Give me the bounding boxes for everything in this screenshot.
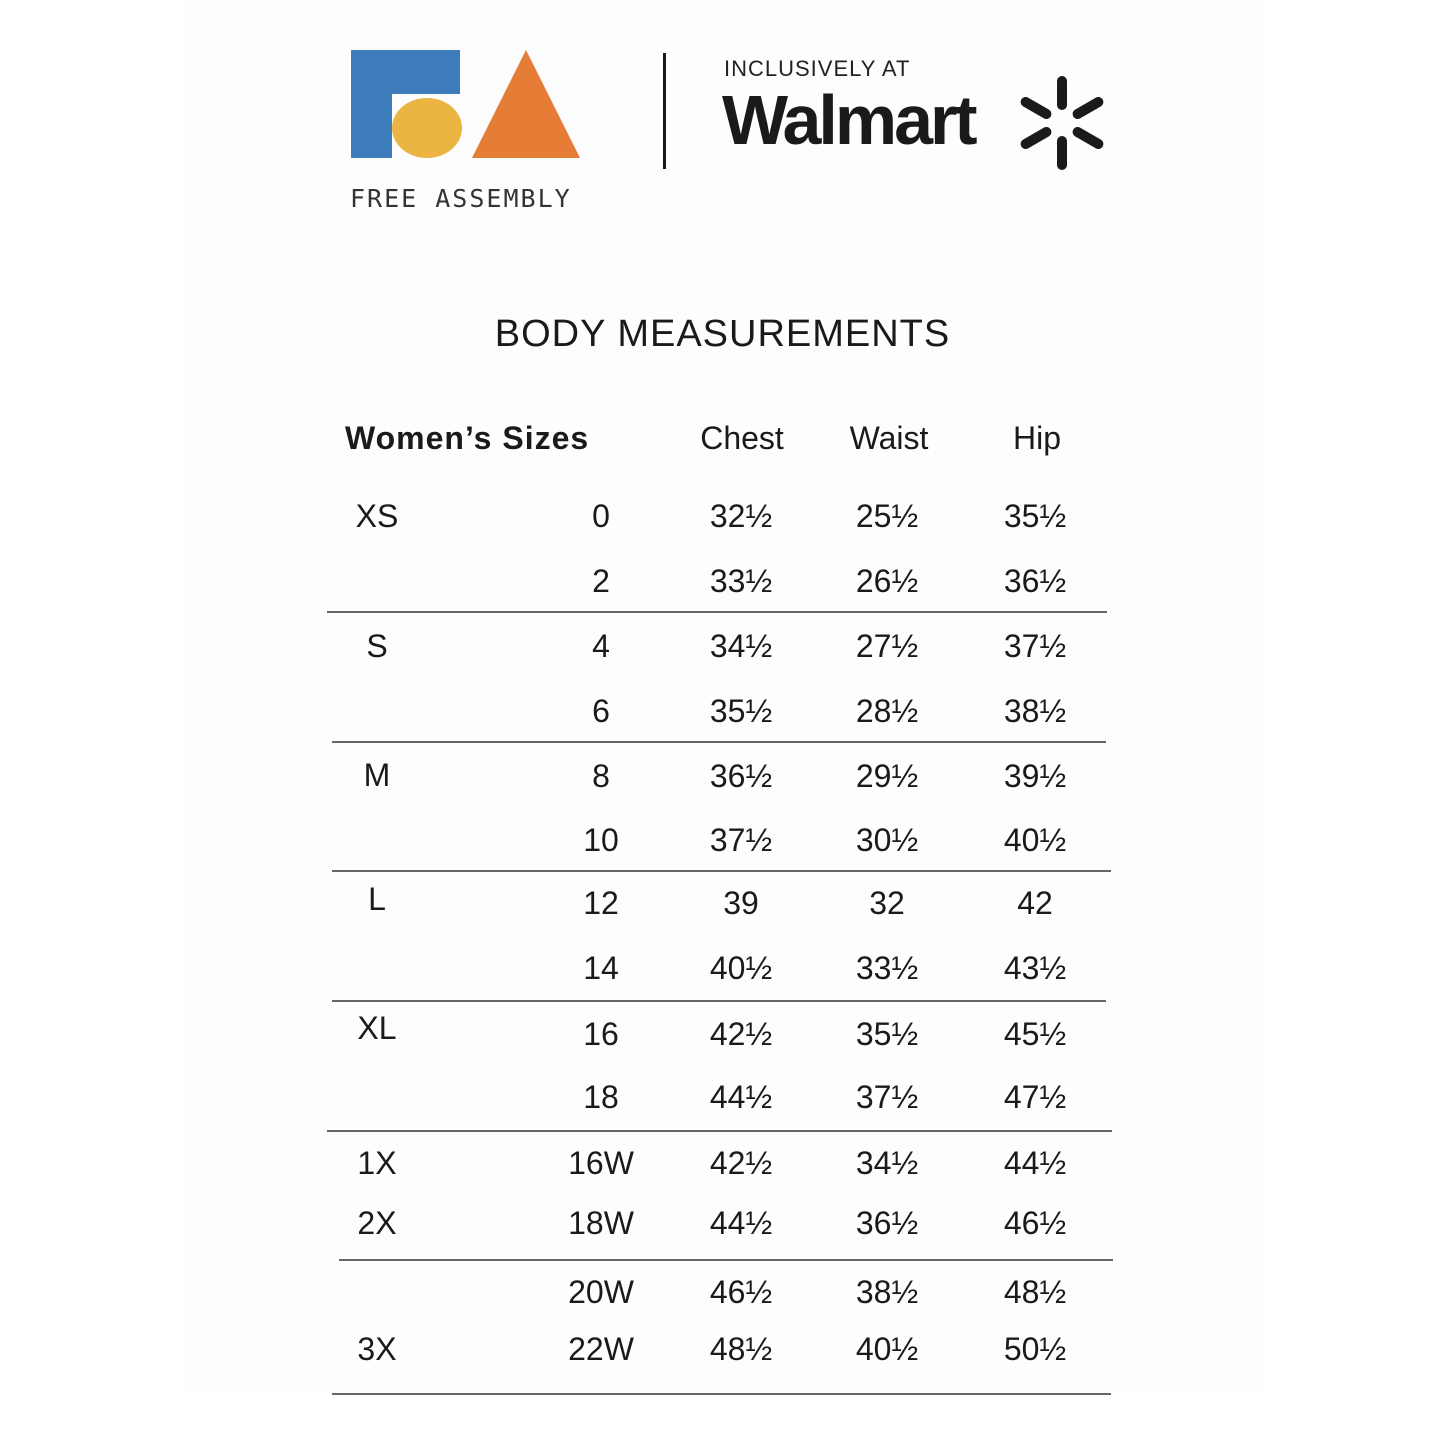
waist-value: 26½ <box>855 563 919 599</box>
size-label: M <box>363 757 391 793</box>
hip-value: 35½ <box>1003 498 1067 534</box>
waist-value: 33½ <box>855 950 919 986</box>
logo-orange-triangle <box>472 50 580 158</box>
waist-value: 28½ <box>855 693 919 729</box>
chest-value: 32½ <box>709 498 773 534</box>
header-hip: Hip <box>1012 420 1061 456</box>
size-label: XS <box>355 498 399 534</box>
size-label: L <box>368 881 386 917</box>
size-label: 1X <box>357 1145 397 1181</box>
chest-value: 44½ <box>709 1079 773 1115</box>
size-label: 2X <box>357 1205 397 1241</box>
numeric-size: 8 <box>592 758 610 794</box>
logo-yellow-circle <box>392 98 462 158</box>
waist-value: 25½ <box>855 498 919 534</box>
hip-value: 42 <box>1017 885 1053 921</box>
numeric-size: 2 <box>592 563 610 599</box>
hip-value: 45½ <box>1003 1016 1067 1052</box>
chest-value: 39 <box>723 885 759 921</box>
numeric-size: 18W <box>568 1205 634 1241</box>
hip-value: 50½ <box>1003 1331 1067 1367</box>
chest-value: 36½ <box>709 758 773 794</box>
numeric-size: 0 <box>592 498 610 534</box>
group-divider <box>332 741 1106 743</box>
hip-value: 39½ <box>1003 758 1067 794</box>
waist-value: 30½ <box>855 822 919 858</box>
walmart-spark-icon <box>1020 76 1104 170</box>
chest-value: 42½ <box>709 1016 773 1052</box>
chest-value: 37½ <box>709 822 773 858</box>
waist-value: 37½ <box>855 1079 919 1115</box>
logo-divider <box>663 53 666 169</box>
waist-value: 35½ <box>855 1016 919 1052</box>
group-divider <box>332 1000 1106 1002</box>
hip-value: 40½ <box>1003 822 1067 858</box>
waist-value: 38½ <box>855 1274 919 1310</box>
tagline: INCLUSIVELY AT <box>724 56 911 81</box>
hip-value: 36½ <box>1003 563 1067 599</box>
numeric-size: 16 <box>583 1016 619 1052</box>
chest-value: 40½ <box>709 950 773 986</box>
size-label: XL <box>357 1010 397 1046</box>
hip-value: 37½ <box>1003 628 1067 664</box>
hip-value: 48½ <box>1003 1274 1067 1310</box>
numeric-size: 4 <box>592 628 610 664</box>
page-title: BODY MEASUREMENTS <box>494 313 951 355</box>
group-divider <box>339 1259 1113 1261</box>
numeric-size: 16W <box>568 1145 634 1181</box>
walmart-wordmark: Walmart <box>722 81 978 159</box>
hip-value: 43½ <box>1003 950 1067 986</box>
waist-value: 32 <box>869 885 905 921</box>
header-womens-sizes: Women’s Sizes <box>345 420 590 456</box>
waist-value: 29½ <box>855 758 919 794</box>
brand-name: FREE ASSEMBLY <box>350 184 572 213</box>
hip-value: 44½ <box>1003 1145 1067 1181</box>
chest-value: 35½ <box>709 693 773 729</box>
numeric-size: 22W <box>568 1331 634 1367</box>
numeric-size: 20W <box>568 1274 634 1310</box>
logo-blue-block <box>351 50 460 94</box>
page-background <box>182 0 1262 1392</box>
group-divider <box>327 1130 1112 1132</box>
numeric-size: 18 <box>583 1079 619 1115</box>
numeric-size: 6 <box>592 693 610 729</box>
numeric-size: 14 <box>583 950 619 986</box>
group-divider <box>327 611 1107 613</box>
size-label: S <box>366 628 388 664</box>
chest-value: 33½ <box>709 563 773 599</box>
group-divider <box>332 870 1111 872</box>
logo-blue-block <box>351 94 392 158</box>
waist-value: 34½ <box>855 1145 919 1181</box>
chest-value: 48½ <box>709 1331 773 1367</box>
size-label: 3X <box>357 1331 397 1367</box>
header-chest: Chest <box>700 420 784 456</box>
chest-value: 34½ <box>709 628 773 664</box>
group-divider <box>332 1393 1111 1395</box>
hip-value: 38½ <box>1003 693 1067 729</box>
hip-value: 46½ <box>1003 1205 1067 1241</box>
chest-value: 44½ <box>709 1205 773 1241</box>
chest-value: 46½ <box>709 1274 773 1310</box>
chest-value: 42½ <box>709 1145 773 1181</box>
waist-value: 27½ <box>855 628 919 664</box>
hip-value: 47½ <box>1003 1079 1067 1115</box>
waist-value: 40½ <box>855 1331 919 1367</box>
header-waist: Waist <box>849 420 929 456</box>
waist-value: 36½ <box>855 1205 919 1241</box>
numeric-size: 12 <box>583 885 619 921</box>
numeric-size: 10 <box>583 822 619 858</box>
